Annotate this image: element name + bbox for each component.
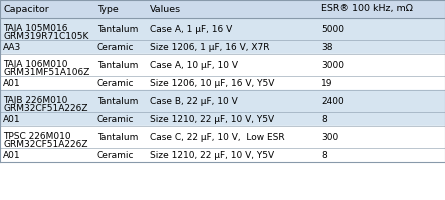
Text: TAJA 105M016: TAJA 105M016 [3,24,68,33]
Text: A01: A01 [3,78,21,88]
Bar [0,90,445,112]
Bar [0,112,445,126]
Text: 5000: 5000 [321,24,344,33]
Text: AA3: AA3 [3,43,21,51]
Text: 38: 38 [321,43,333,51]
Text: TAJB 226M010: TAJB 226M010 [3,96,68,105]
Text: Capacitor: Capacitor [3,4,49,14]
Text: TPSC 226M010: TPSC 226M010 [3,132,71,141]
Bar [0,18,445,40]
Bar [0,126,445,148]
Text: GRM32CF51A226Z: GRM32CF51A226Z [3,104,88,113]
Text: Case A, 10 μF, 10 V: Case A, 10 μF, 10 V [150,60,238,70]
Text: 2400: 2400 [321,97,344,106]
Text: 8: 8 [321,150,327,160]
Text: Ceramic: Ceramic [97,150,134,160]
Text: A01: A01 [3,150,21,160]
Text: GRM32CF51A226Z: GRM32CF51A226Z [3,140,88,149]
Text: Ceramic: Ceramic [97,114,134,123]
Text: 300: 300 [321,132,339,142]
Bar [0,0,445,18]
Text: Case A, 1 μF, 16 V: Case A, 1 μF, 16 V [150,24,232,33]
Text: Ceramic: Ceramic [97,78,134,88]
Text: Case C, 22 μF, 10 V,  Low ESR: Case C, 22 μF, 10 V, Low ESR [150,132,285,142]
Text: Tantalum: Tantalum [97,24,138,33]
Text: GRM31MF51A106Z: GRM31MF51A106Z [3,68,89,77]
Text: Size 1206, 1 μF, 16 V, X7R: Size 1206, 1 μF, 16 V, X7R [150,43,270,51]
Bar [0,54,445,76]
Text: Tantalum: Tantalum [97,97,138,106]
Text: Size 1206, 10 μF, 16 V, Y5V: Size 1206, 10 μF, 16 V, Y5V [150,78,275,88]
Bar [0,148,445,162]
Bar [0,40,445,54]
Text: Case B, 22 μF, 10 V: Case B, 22 μF, 10 V [150,97,238,106]
Text: Values: Values [150,4,181,14]
Text: Size 1210, 22 μF, 10 V, Y5V: Size 1210, 22 μF, 10 V, Y5V [150,150,274,160]
Bar [0,76,445,90]
Text: Size 1210, 22 μF, 10 V, Y5V: Size 1210, 22 μF, 10 V, Y5V [150,114,274,123]
Text: ESR® 100 kHz, mΩ: ESR® 100 kHz, mΩ [321,4,413,14]
Text: Type: Type [97,4,118,14]
Text: Ceramic: Ceramic [97,43,134,51]
Text: Tantalum: Tantalum [97,132,138,142]
Text: Tantalum: Tantalum [97,60,138,70]
Text: 8: 8 [321,114,327,123]
Text: 19: 19 [321,78,333,88]
Text: A01: A01 [3,114,21,123]
Text: GRM319R71C105K: GRM319R71C105K [3,32,89,41]
Text: TAJA 106M010: TAJA 106M010 [3,60,68,69]
Text: 3000: 3000 [321,60,344,70]
